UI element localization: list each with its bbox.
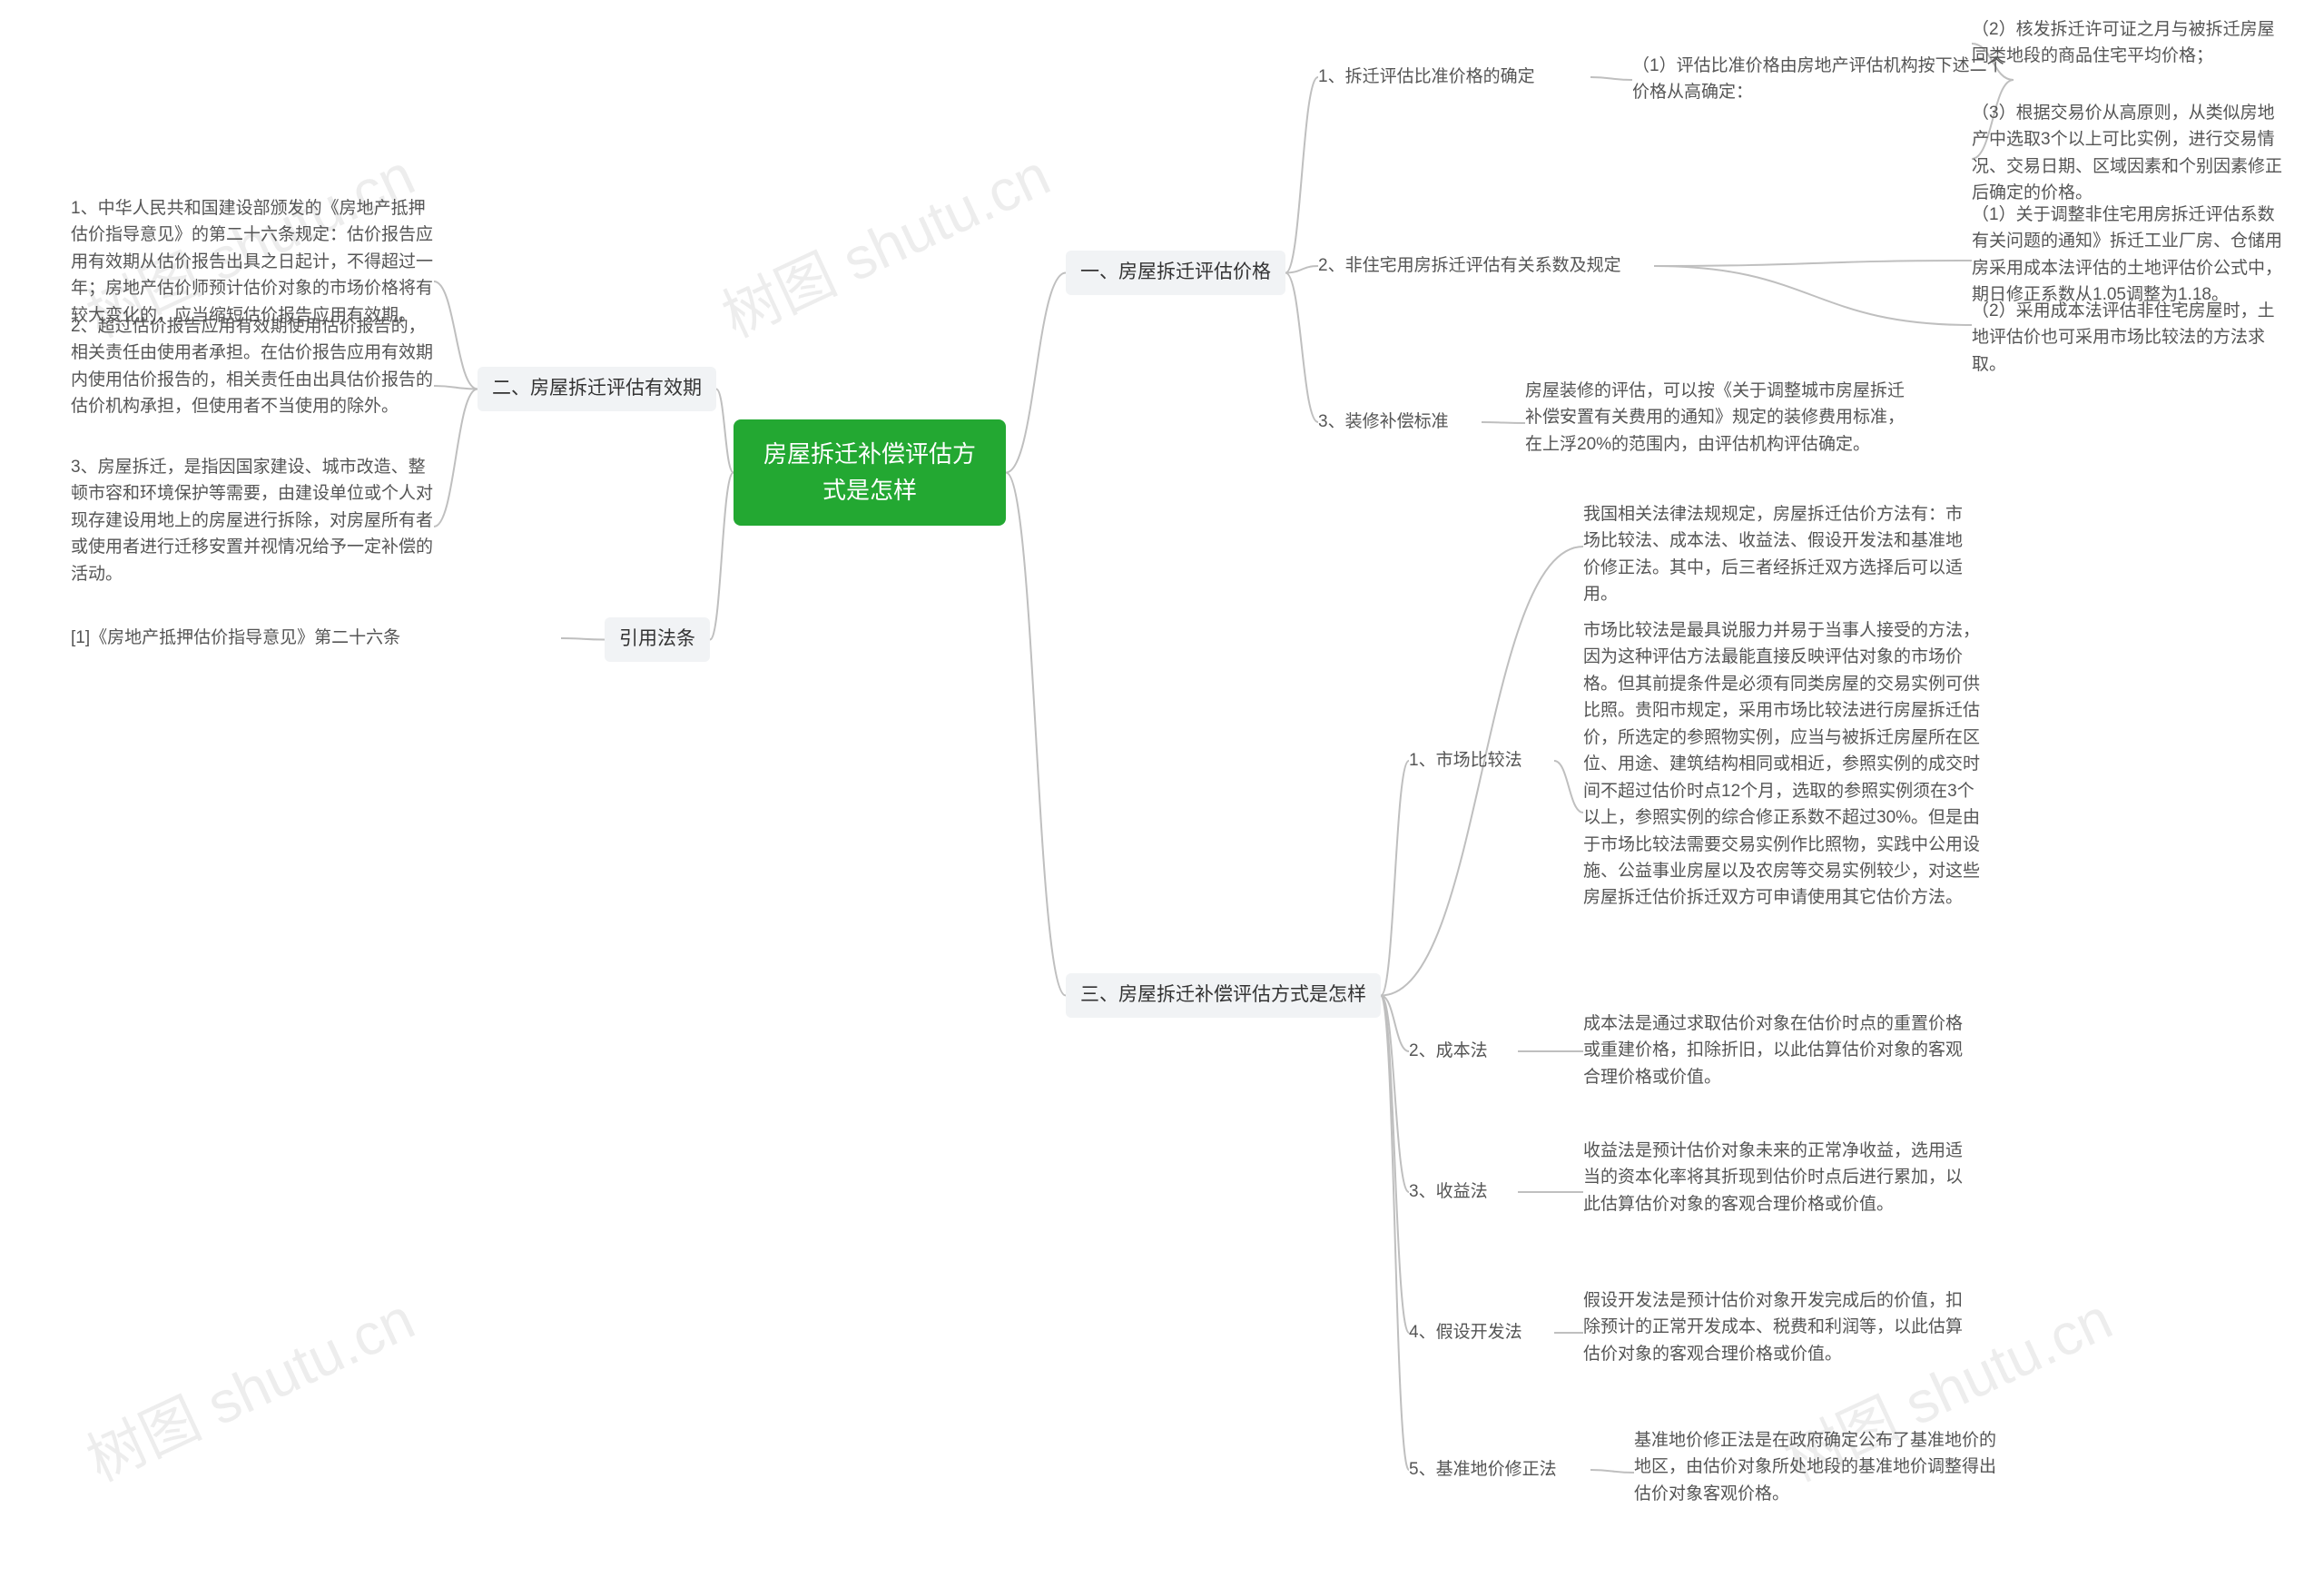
leaf-node: 假设开发法是预计估价对象开发完成后的价值，扣除预计的正常开发成本、税费和利润等，… (1583, 1287, 1965, 1367)
branch-node-3[interactable]: 三、房屋拆迁补偿评估方式是怎样 (1066, 973, 1381, 1018)
sub-node[interactable]: 4、假设开发法 (1409, 1319, 1554, 1345)
sub-node[interactable]: 3、收益法 (1409, 1178, 1518, 1205)
leaf-node: （2）核发拆迁许可证之月与被拆迁房屋同类地段的商品住宅平均价格； (1972, 16, 2282, 70)
watermark: 树图 shutu.cn (72, 1273, 426, 1497)
branch-node-2[interactable]: 二、房屋拆迁评估有效期 (478, 367, 716, 411)
leaf-node: 成本法是通过求取估价对象在估价时点的重置价格或重建价格，扣除折旧，以此估算估价对… (1583, 1010, 1965, 1090)
leaf-node: 1、中华人民共和国建设部颁发的《房地产抵押估价指导意见》的第二十六条规定：估价报… (71, 195, 434, 329)
leaf-node: 收益法是预计估价对象未来的正常净收益，选用适当的资本化率将其折现到估价时点后进行… (1583, 1138, 1965, 1217)
branch-node-ref[interactable]: 引用法条 (605, 617, 710, 662)
leaf-node: （3）根据交易价从高原则，从类似房地产中选取3个以上可比实例，进行交易情况、交易… (1972, 100, 2282, 207)
leaf-node: （2）采用成本法评估非住宅房屋时，土地评估价也可采用市场比较法的方法求取。 (1972, 298, 2282, 378)
leaf-node: 基准地价修正法是在政府确定公布了基准地价的地区，由估价对象所处地段的基准地价调整… (1634, 1427, 1997, 1507)
mindmap-canvas: 树图 shutu.cn 树图 shutu.cn 树图 shutu.cn 树图 s… (0, 0, 2324, 1577)
leaf-node: （1）关于调整非住宅用房拆迁评估系数有关问题的通知》拆迁工业厂房、仓储用房采用成… (1972, 202, 2282, 309)
leaf-node: 我国相关法律法规规定，房屋拆迁估价方法有：市场比较法、成本法、收益法、假设开发法… (1583, 501, 1965, 608)
sub-node[interactable]: 1、市场比较法 (1409, 747, 1554, 774)
root-node[interactable]: 房屋拆迁补偿评估方式是怎样 (734, 419, 1006, 526)
branch-node-1[interactable]: 一、房屋拆迁评估价格 (1066, 251, 1285, 295)
leaf-node: 3、房屋拆迁，是指因国家建设、城市改造、整顿市容和环境保护等需要，由建设单位或个… (71, 454, 434, 587)
sub-node[interactable]: 1、拆迁评估比准价格的确定 (1318, 64, 1590, 90)
leaf-node: 房屋装修的评估，可以按《关于调整城市房屋拆迁补偿安置有关费用的通知》规定的装修费… (1525, 378, 1906, 458)
leaf-node: 市场比较法是最具说服力并易于当事人接受的方法，因为这种评估方法最能直接反映评估对… (1583, 617, 1983, 912)
leaf-node: [1]《房地产抵押估价指导意见》第二十六条 (71, 625, 561, 651)
sub-node[interactable]: 2、非住宅用房拆迁评估有关系数及规定 (1318, 252, 1654, 279)
sub-node[interactable]: 5、基准地价修正法 (1409, 1456, 1590, 1483)
sub-node[interactable]: 2、成本法 (1409, 1038, 1518, 1064)
sub-node[interactable]: 3、装修补偿标准 (1318, 409, 1482, 435)
leaf-node: （1）评估比准价格由房地产评估机构按下述二个价格从高确定： (1632, 53, 2014, 106)
watermark: 树图 shutu.cn (707, 129, 1061, 353)
leaf-node: 2、超过估价报告应用有效期使用估价报告的，相关责任由使用者承担。在估价报告应用有… (71, 313, 434, 420)
